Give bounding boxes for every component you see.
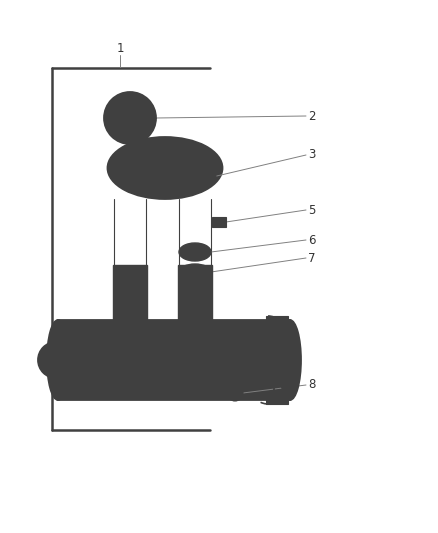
Text: 8: 8	[308, 378, 315, 392]
Text: 1: 1	[116, 42, 124, 54]
Text: 7: 7	[308, 252, 315, 264]
Ellipse shape	[253, 330, 267, 350]
Bar	[178, 265, 212, 320]
Ellipse shape	[107, 137, 223, 199]
Circle shape	[38, 342, 74, 378]
Circle shape	[104, 92, 156, 144]
Bar	[266, 392, 288, 404]
Ellipse shape	[279, 320, 301, 400]
Ellipse shape	[119, 142, 201, 187]
Circle shape	[46, 350, 66, 370]
Ellipse shape	[179, 243, 211, 261]
Ellipse shape	[93, 330, 107, 350]
Ellipse shape	[186, 247, 204, 257]
Circle shape	[273, 393, 283, 403]
Ellipse shape	[121, 278, 139, 290]
Ellipse shape	[203, 330, 217, 350]
Text: 6: 6	[308, 233, 315, 246]
Circle shape	[273, 317, 283, 327]
Bar	[212, 217, 226, 227]
Ellipse shape	[190, 281, 200, 288]
Ellipse shape	[125, 281, 135, 288]
Circle shape	[227, 385, 243, 401]
Text: 2: 2	[308, 109, 315, 123]
Bar	[113, 265, 147, 320]
Ellipse shape	[186, 268, 204, 277]
Ellipse shape	[47, 320, 69, 400]
Text: 3: 3	[308, 149, 315, 161]
Ellipse shape	[131, 149, 189, 180]
Ellipse shape	[148, 330, 162, 350]
Ellipse shape	[186, 278, 204, 290]
Ellipse shape	[179, 264, 211, 280]
Text: 5: 5	[308, 204, 315, 216]
Bar	[58, 320, 290, 400]
Bar	[266, 316, 288, 328]
